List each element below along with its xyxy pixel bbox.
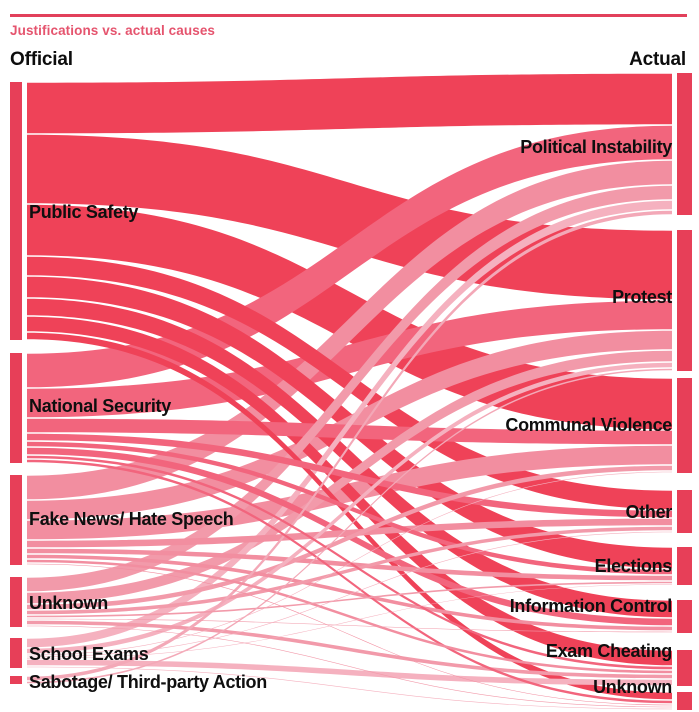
flow-school-exams-other — [27, 531, 672, 658]
node-bar-information-control — [677, 600, 692, 633]
flow-national-security-exam-cheating — [27, 455, 672, 670]
node-label-information-control: Information Control — [510, 596, 672, 616]
flow-unknown-official-exam-cheating — [27, 620, 672, 679]
flow-public-safety-information-control — [27, 298, 672, 618]
flow-national-security-communal-violence — [27, 418, 672, 445]
node-bar-sabotage — [10, 676, 22, 684]
flow-school-exams-protest — [27, 362, 672, 654]
flow-sabotage-political-instability — [27, 210, 672, 681]
node-bar-public-safety — [10, 82, 22, 340]
node-bar-school-exams — [10, 638, 22, 668]
flow-national-security-unknown-actual — [27, 459, 672, 704]
flow-fake-news-exam-cheating — [27, 559, 672, 674]
node-label-other: Other — [625, 502, 672, 522]
flow-fake-news-information-control — [27, 554, 672, 631]
node-label-fake-news: Fake News/ Hate Speech — [29, 509, 234, 529]
flow-sabotage-protest — [27, 368, 672, 684]
node-label-school-exams: School Exams — [29, 644, 149, 664]
node-bar-elections — [677, 547, 692, 585]
chart-subtitle: Justifications vs. actual causes — [10, 23, 216, 38]
flow-school-exams-exam-cheating — [27, 659, 672, 686]
flow-fake-news-other — [27, 518, 672, 548]
flow-unknown-official-unknown-actual — [27, 625, 672, 708]
node-label-political-instability: Political Instability — [520, 137, 672, 157]
node-bar-political-instability — [677, 73, 692, 215]
flow-public-safety-protest — [27, 134, 672, 300]
node-label-elections: Elections — [595, 556, 673, 576]
top-rule — [10, 14, 687, 17]
flow-school-exams-unknown-actual — [27, 666, 672, 710]
node-bar-communal-violence — [677, 378, 692, 473]
node-bar-national-security — [10, 353, 22, 463]
node-label-communal-violence: Communal Violence — [505, 415, 672, 435]
column-header-actual: Actual — [629, 49, 686, 70]
node-bar-unknown-official — [10, 577, 22, 627]
node-label-protest: Protest — [612, 287, 672, 307]
node-bar-exam-cheating — [677, 650, 692, 686]
flow-fake-news-elections — [27, 548, 672, 581]
flow-fake-news-political-instability — [27, 160, 672, 500]
node-label-public-safety: Public Safety — [29, 202, 138, 222]
node-bar-other — [677, 490, 692, 533]
flow-unknown-official-other — [27, 526, 672, 615]
node-bar-fake-news — [10, 475, 22, 565]
node-label-unknown-actual: Unknown — [593, 677, 672, 697]
flow-school-exams-political-instability — [27, 200, 672, 648]
flow-school-exams-elections — [27, 584, 672, 659]
flow-unknown-official-elections — [27, 581, 672, 618]
node-label-national-security: National Security — [29, 396, 171, 416]
node-label-sabotage: Sabotage/ Third-party Action — [29, 672, 267, 692]
flow-public-safety-exam-cheating — [27, 316, 672, 666]
node-label-unknown-official: Unknown — [29, 593, 108, 613]
flow-unknown-official-information-control — [27, 618, 672, 633]
flow-school-exams-communal-violence — [27, 471, 672, 656]
flow-public-safety-communal-violence — [27, 204, 672, 430]
flow-unknown-official-communal-violence — [27, 465, 672, 610]
flow-national-security-other — [27, 433, 672, 518]
flow-national-security-political-instability — [27, 125, 672, 388]
node-label-exam-cheating: Exam Cheating — [546, 641, 672, 661]
node-bar-protest — [677, 230, 692, 371]
flow-public-safety-unknown-actual — [27, 332, 672, 700]
column-header-official: Official — [10, 49, 73, 70]
flow-fake-news-unknown-actual — [27, 563, 672, 706]
flow-public-safety-political-instability — [27, 73, 672, 134]
node-bar-unknown-actual — [677, 692, 692, 710]
flow-unknown-official-political-instability — [27, 185, 672, 592]
flow-national-security-protest — [27, 300, 672, 418]
